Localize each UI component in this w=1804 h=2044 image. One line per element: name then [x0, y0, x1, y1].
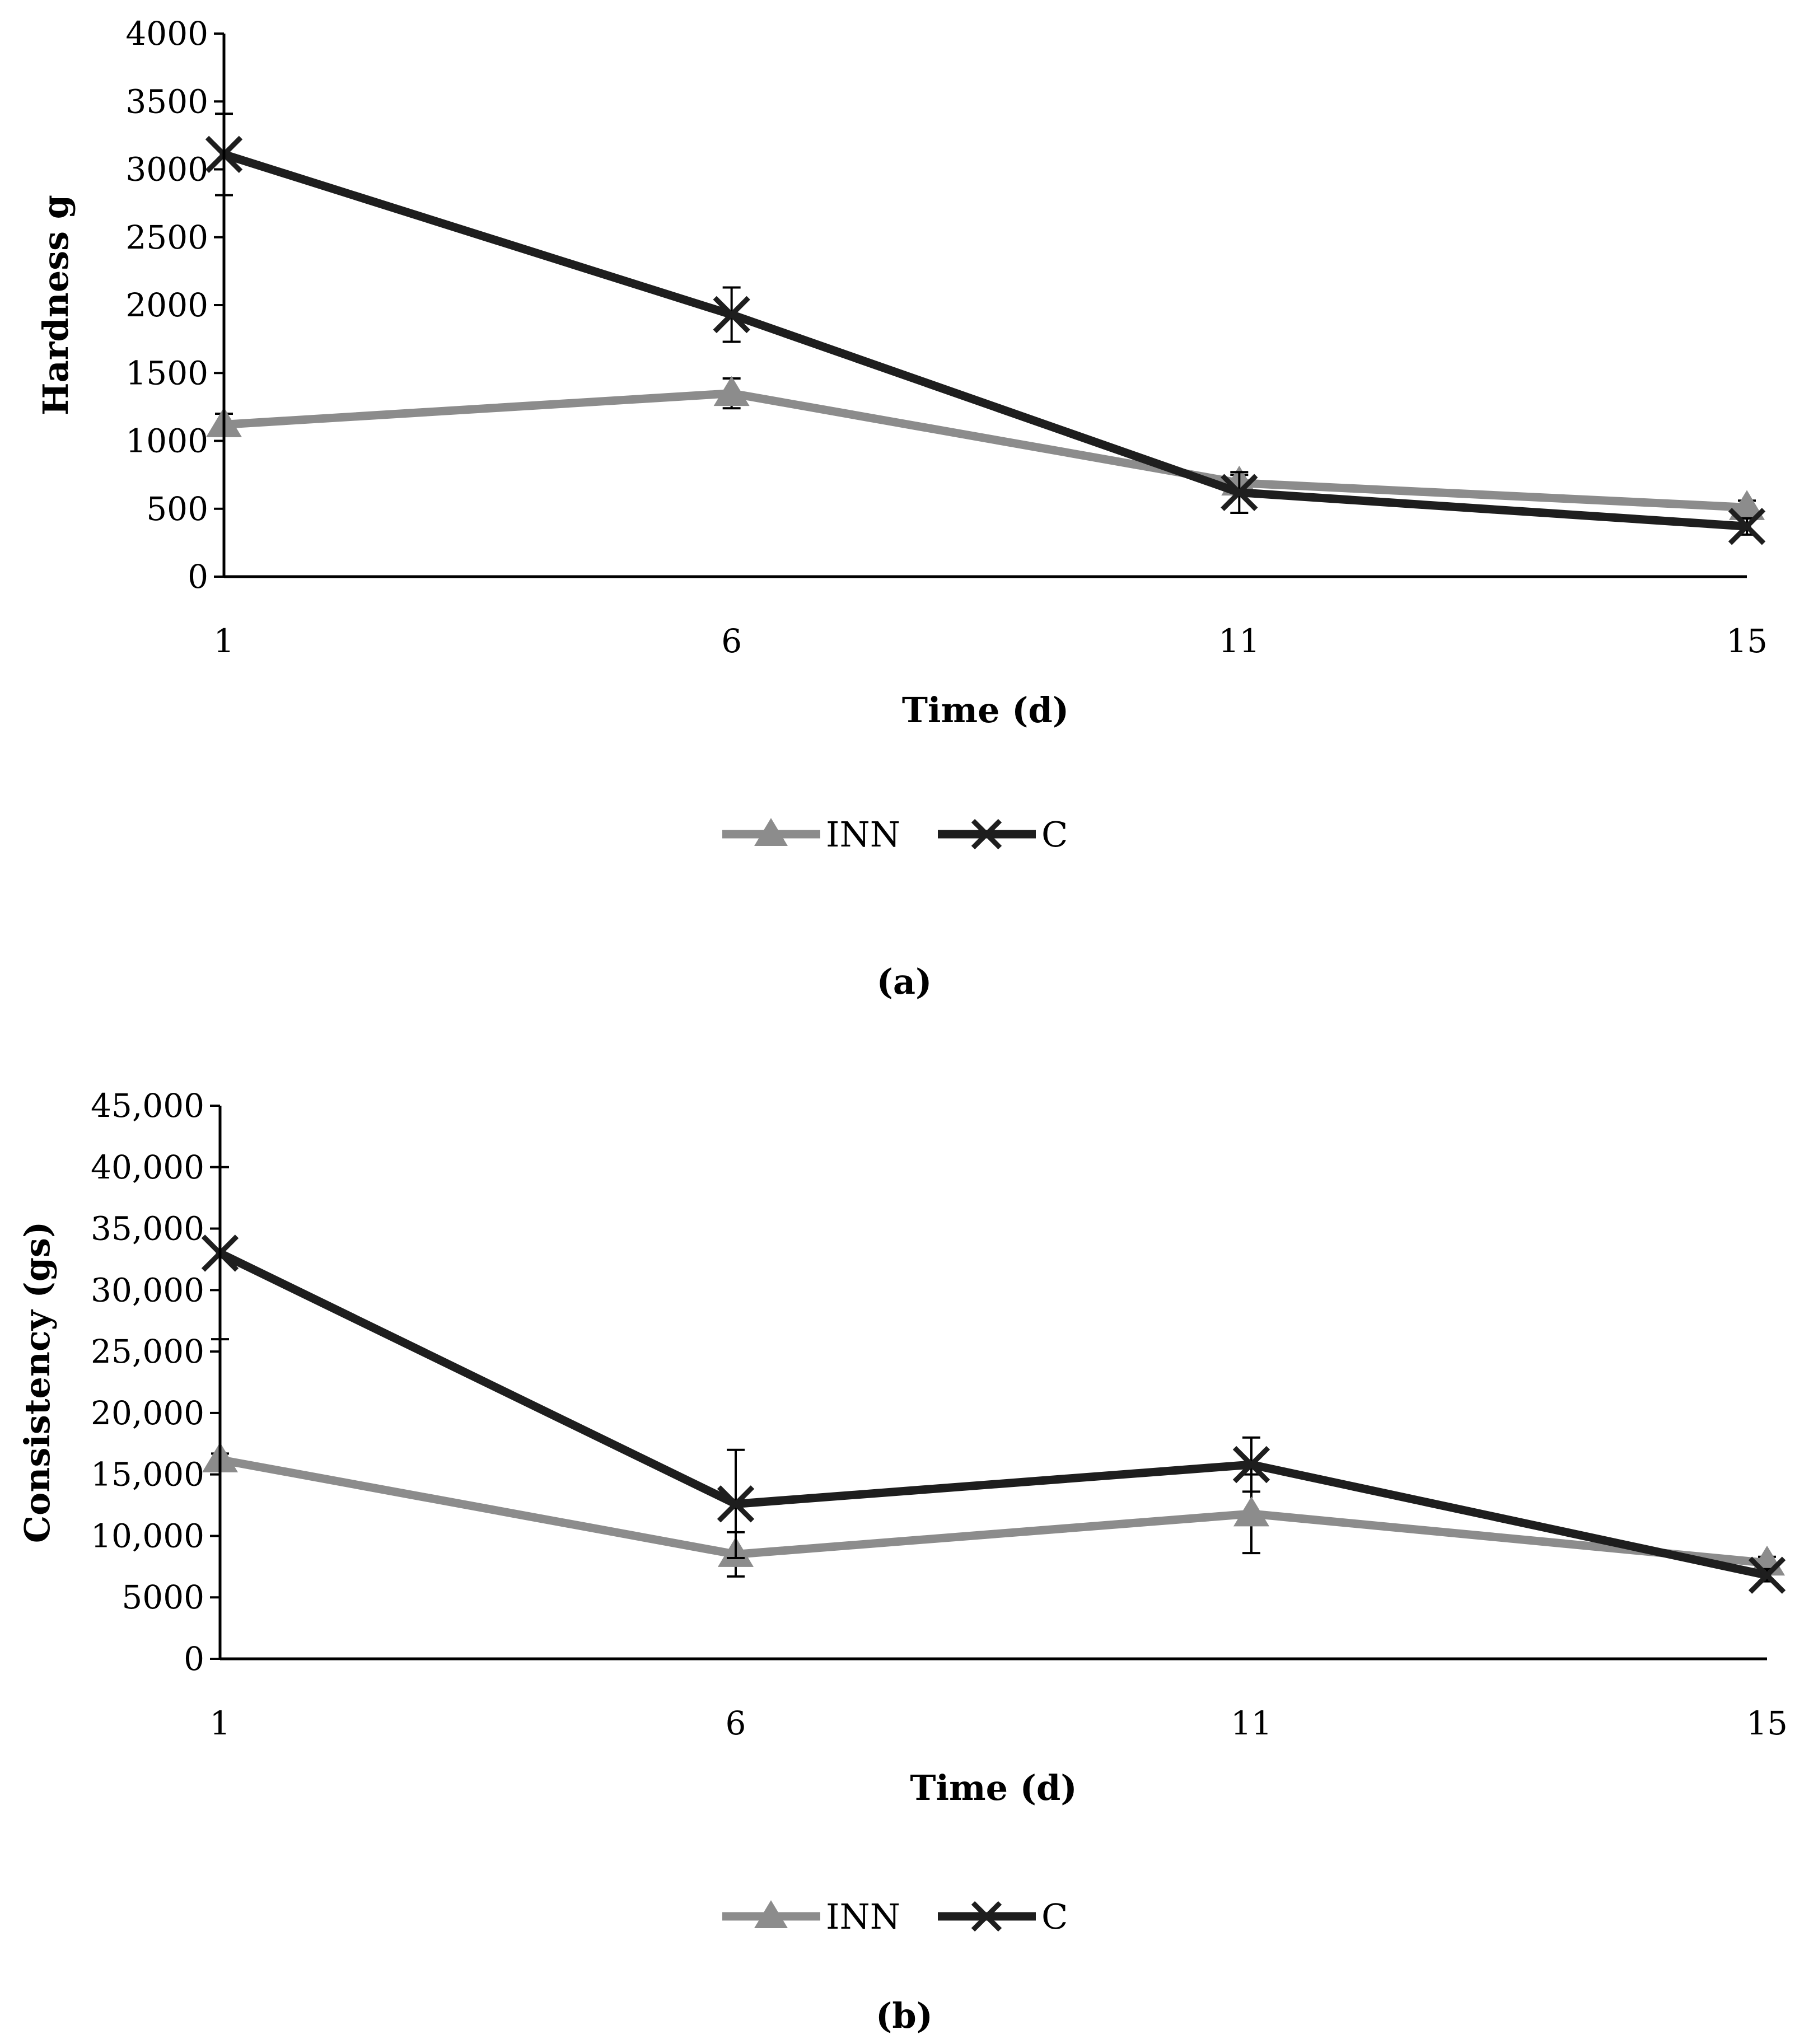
legend: INN C: [722, 1896, 1068, 1937]
x-marker-stroke: [713, 296, 750, 334]
y-tick-label: 40,000: [91, 1148, 204, 1186]
x-tick-label: 6: [721, 622, 742, 660]
x-tick-label: 1: [210, 1704, 231, 1742]
data-point-x: [713, 296, 750, 334]
legend-x: [971, 818, 1002, 850]
x-axis-ticks: 1 6 11 15: [210, 1704, 1788, 1742]
y-tick-label: 45,000: [91, 1087, 204, 1125]
y-tick-label: 0: [184, 1640, 204, 1678]
x-axis-ticks: 1 6 11 15: [214, 622, 1768, 660]
legend-marker-inn: [754, 818, 788, 846]
y-axis-title: Consistency (gs): [17, 1222, 58, 1543]
legend-marker-inn: [754, 1900, 788, 1928]
data-point-x: [1221, 474, 1258, 511]
x-marker-stroke: [1728, 508, 1766, 545]
data-point-triangle: [1233, 1496, 1270, 1527]
legend-triangle: [754, 818, 788, 846]
legend-triangle: [754, 1900, 788, 1928]
panel-label: (a): [877, 961, 932, 1002]
y-tick-label: 0: [188, 558, 208, 596]
x-marker-stroke: [971, 818, 1002, 850]
y-tick-label: 1500: [125, 354, 208, 392]
legend: INN C: [722, 814, 1068, 855]
x-tick-label: 15: [1726, 622, 1768, 660]
y-tick-label: 35,000: [91, 1210, 204, 1248]
x-axis-title: Time (d): [902, 690, 1069, 731]
y-tick-label: 5000: [121, 1578, 204, 1616]
data-point-triangle: [713, 376, 750, 406]
series-line-c: [216, 1248, 1772, 1580]
y-tick-label: 2000: [125, 286, 208, 324]
x-tick-label: 15: [1746, 1704, 1788, 1742]
x-tick-label: 6: [726, 1704, 746, 1742]
series-layer: [201, 1166, 1786, 1594]
x-marker-stroke: [717, 1485, 755, 1523]
series-line-inn: [219, 389, 1751, 512]
y-axis-ticks: 0 5000 10,000 15,000 20,000 25,000 30,000 35,00…: [91, 1087, 220, 1678]
x-tick-label: 11: [1231, 1704, 1272, 1742]
y-tick-label: 10,000: [91, 1517, 204, 1555]
x-marker-stroke: [1221, 474, 1258, 511]
x-marker-stroke: [1232, 1446, 1270, 1484]
series-inn: [202, 1442, 1786, 1578]
x-tick-label: 1: [214, 622, 235, 660]
y-axis-ticks: 0 500 1000 1500 2000 2500 3000 3500 4000: [125, 15, 224, 596]
y-tick-label: 20,000: [91, 1394, 204, 1432]
chart-panel-b: 0 5000 10,000 15,000 20,000 25,000 30,000 35,00…: [17, 1087, 1788, 2036]
y-tick-label: 15,000: [91, 1456, 204, 1494]
data-point-x: [717, 1485, 755, 1523]
legend-x: [971, 1901, 1002, 1932]
x-axis-title: Time (d): [910, 1767, 1077, 1808]
x-marker-stroke: [1748, 1556, 1786, 1594]
series-inn: [205, 376, 1765, 520]
x-tick-label: 11: [1218, 622, 1260, 660]
series-c: [201, 1166, 1786, 1594]
y-tick-label: 3500: [125, 82, 208, 120]
legend-label-c: C: [1041, 814, 1068, 855]
legend-marker-c: [971, 1901, 1002, 1932]
panel-label: (b): [876, 1995, 933, 2036]
y-tick-label: 25,000: [91, 1332, 204, 1371]
series-c: [205, 113, 1766, 545]
legend-label-c: C: [1041, 1896, 1068, 1937]
data-point-x: [1232, 1446, 1270, 1484]
y-tick-label: 2500: [125, 218, 208, 256]
y-tick-label: 4000: [125, 15, 208, 53]
legend-label-inn: INN: [826, 814, 900, 855]
data-point-x: [1728, 508, 1766, 545]
legend-marker-c: [971, 818, 1002, 850]
data-point-x: [1748, 1556, 1786, 1594]
y-tick-label: 500: [146, 490, 208, 528]
series-layer: [205, 113, 1766, 545]
y-tick-label: 3000: [125, 151, 208, 189]
series-line-inn: [216, 1455, 1772, 1568]
legend-label-inn: INN: [826, 1896, 900, 1937]
x-marker-stroke: [971, 1901, 1002, 1932]
y-tick-label: 1000: [125, 422, 208, 460]
y-axis-title: Hardness g: [35, 195, 76, 415]
series-line-c: [219, 150, 1751, 531]
y-tick-label: 30,000: [91, 1271, 204, 1309]
